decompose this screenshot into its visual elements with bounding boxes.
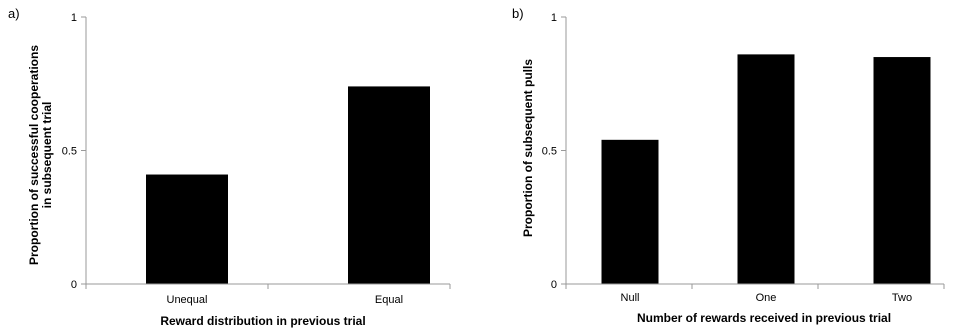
category-label: One	[756, 292, 777, 304]
panel-label: b)	[512, 6, 524, 21]
y-tick-label: 1	[71, 12, 77, 24]
y-tick-label: 0	[71, 279, 77, 291]
y-axis-title: Proportion of successful cooperations	[27, 45, 41, 265]
bar-null	[601, 139, 659, 284]
y-axis-title: Proportion of subsequent pulls	[521, 59, 535, 237]
y-tick-label: 0.5	[62, 146, 77, 158]
x-axis-title: Number of rewards received in previous t…	[637, 311, 891, 325]
y-tick-label: 0	[551, 279, 557, 291]
panel-label: a)	[8, 6, 20, 21]
bar-unequal	[146, 174, 228, 284]
category-label: Equal	[375, 294, 403, 306]
y-tick-label: 0.5	[542, 146, 557, 158]
bar-one	[737, 54, 795, 284]
y-tick-label: 1	[551, 12, 557, 24]
x-axis-title: Reward distribution in previous trial	[160, 314, 365, 328]
bar-two	[873, 57, 931, 284]
category-label: Two	[892, 292, 912, 304]
category-label: Null	[621, 292, 640, 304]
y-axis-title: in subsequent trial	[40, 102, 54, 209]
category-label: Unequal	[167, 294, 208, 306]
bar-equal	[348, 86, 430, 284]
